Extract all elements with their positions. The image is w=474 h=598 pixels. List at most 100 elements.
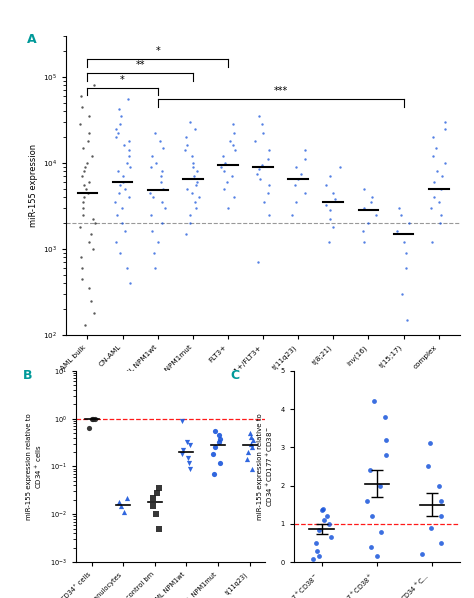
Point [228,172,236,181]
Point [393,227,401,236]
Point [260,197,267,207]
Point [265,181,273,190]
Point [84,136,91,146]
Point [120,141,128,150]
Point [126,151,133,161]
Point [85,129,92,138]
Point [224,203,232,213]
Point [398,289,405,298]
Point [79,143,87,152]
Point [402,248,410,258]
Point [77,252,84,262]
Point [186,464,194,474]
Point [121,184,129,194]
Point [156,136,164,146]
Point [118,218,126,228]
Point [76,222,84,231]
Point [211,426,219,436]
Point [318,506,325,515]
Point [258,160,266,170]
Point [322,201,330,210]
Point [179,450,186,459]
Point [182,229,190,239]
Point [81,166,88,176]
Point [123,493,131,503]
Point [442,158,449,167]
Point [231,145,238,155]
Point [78,172,86,181]
Point [148,227,156,236]
Point [221,158,228,167]
Point [361,237,368,247]
Point [189,162,197,172]
Point [429,151,437,161]
Point [249,435,257,445]
Point [216,434,224,444]
Point [336,162,344,172]
Point [382,450,389,460]
Point [184,453,191,463]
Point [116,248,123,258]
Point [301,154,309,164]
Point [264,188,272,197]
Point [371,396,378,406]
Point [157,177,164,187]
Point [220,166,228,176]
Point [125,136,133,146]
Point [326,519,333,529]
Point [189,188,196,197]
Point [193,166,201,176]
Point [361,184,368,194]
Point [124,263,131,273]
Text: *: * [120,75,125,85]
Point [91,414,99,423]
Point [369,511,376,521]
Point [123,158,131,167]
Point [79,203,86,213]
Point [77,91,84,101]
Point [81,181,88,190]
Point [180,446,187,455]
Point [125,193,133,202]
Point [331,194,339,204]
Point [152,263,159,273]
Point [146,188,154,197]
Point [216,458,223,468]
Point [435,481,443,490]
Point [210,469,218,478]
Point [427,523,435,532]
Point [327,532,335,542]
Point [153,488,161,498]
Point [125,145,132,155]
Point [112,124,119,133]
Point [441,124,449,133]
Point [435,197,443,207]
Text: ***: *** [273,86,288,96]
Point [320,515,328,525]
Point [210,450,217,459]
Point [183,184,191,194]
Point [301,145,309,155]
Point [292,181,299,190]
Point [90,414,97,423]
Point [91,218,99,228]
Point [436,218,444,228]
Point [126,162,134,172]
Point [89,244,97,254]
Point [438,511,445,521]
Point [295,174,302,184]
Point [124,94,131,104]
Point [216,431,223,440]
Point [401,237,408,247]
Point [243,454,251,464]
Point [159,184,166,194]
Point [115,105,123,114]
Point [313,546,320,556]
Point [85,423,93,432]
Point [191,124,199,133]
Point [397,210,405,219]
Point [88,414,96,423]
Point [79,197,86,207]
Point [255,164,263,174]
Point [428,203,435,213]
